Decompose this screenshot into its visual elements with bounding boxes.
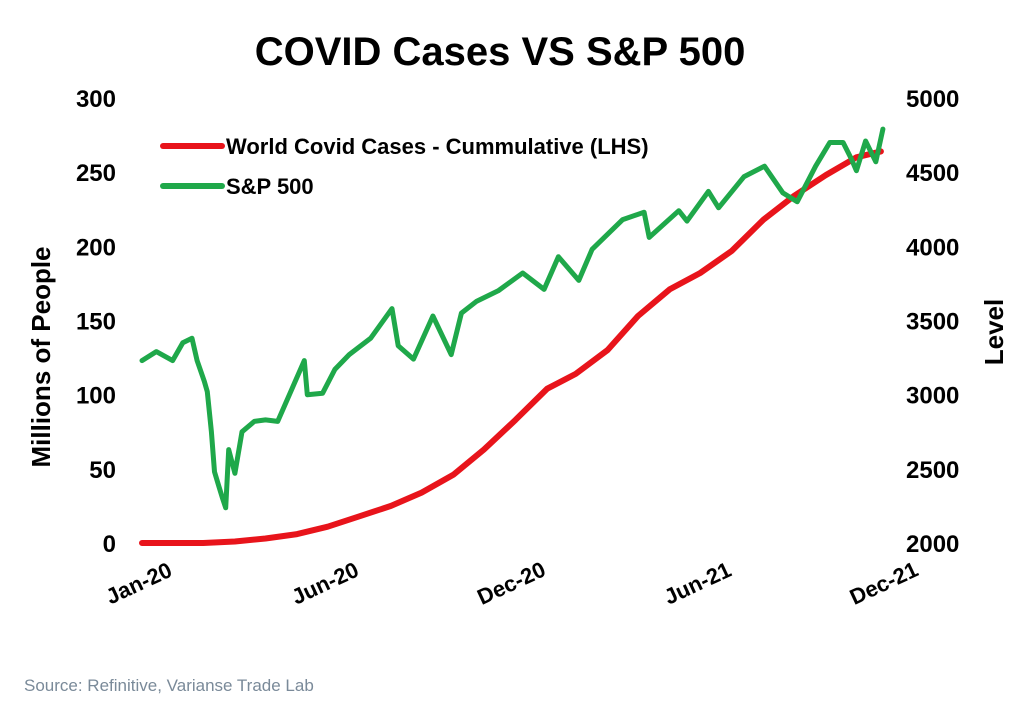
- x-tick-label: Jun-21: [660, 557, 735, 610]
- y-right-tick-label: 4500: [906, 160, 959, 187]
- legend-label-sp500: S&P 500: [226, 174, 314, 199]
- series-line-covid-cases: [139, 148, 884, 546]
- y-left-tick-label: 50: [89, 457, 116, 484]
- y-right-tick-label: 3000: [906, 383, 959, 410]
- y-axis-right-ticks: 2000 2500 3000 3500 4000 4500 5000: [906, 86, 959, 558]
- legend: World Covid Cases - Cummulative (LHS) S&…: [160, 134, 649, 199]
- x-tick-label: Dec-21: [846, 557, 922, 610]
- y-right-tick-label: 4000: [906, 234, 959, 261]
- y-right-tick-label: 2000: [906, 531, 959, 558]
- y-left-tick-label: 300: [76, 86, 116, 113]
- series-line-sp500: [139, 126, 886, 511]
- x-tick-label: Jun-20: [288, 557, 363, 610]
- y-left-tick-label: 0: [103, 531, 116, 558]
- y-left-tick-label: 150: [76, 309, 116, 336]
- y-right-tick-label: 3500: [906, 309, 959, 336]
- series-layer: [139, 126, 886, 546]
- y-axis-right-label: Level: [979, 299, 1009, 366]
- x-axis-ticks: Jan-20 Jun-20 Dec-20 Jun-21 Dec-21: [102, 557, 922, 610]
- x-tick-label: Dec-20: [473, 557, 549, 610]
- legend-label-covid: World Covid Cases - Cummulative (LHS): [226, 134, 649, 159]
- y-left-tick-label: 100: [76, 383, 116, 410]
- y-right-tick-label: 5000: [906, 86, 959, 113]
- y-right-tick-label: 2500: [906, 457, 959, 484]
- y-left-tick-label: 250: [76, 160, 116, 187]
- chart-title: COVID Cases VS S&P 500: [255, 30, 746, 74]
- y-axis-left-ticks: 0 50 100 150 200 250 300: [76, 86, 116, 558]
- y-left-tick-label: 200: [76, 234, 116, 261]
- source-note: Source: Refinitive, Varianse Trade Lab: [24, 676, 314, 695]
- x-tick-label: Jan-20: [102, 557, 176, 609]
- y-axis-left-label: Millions of People: [26, 246, 56, 467]
